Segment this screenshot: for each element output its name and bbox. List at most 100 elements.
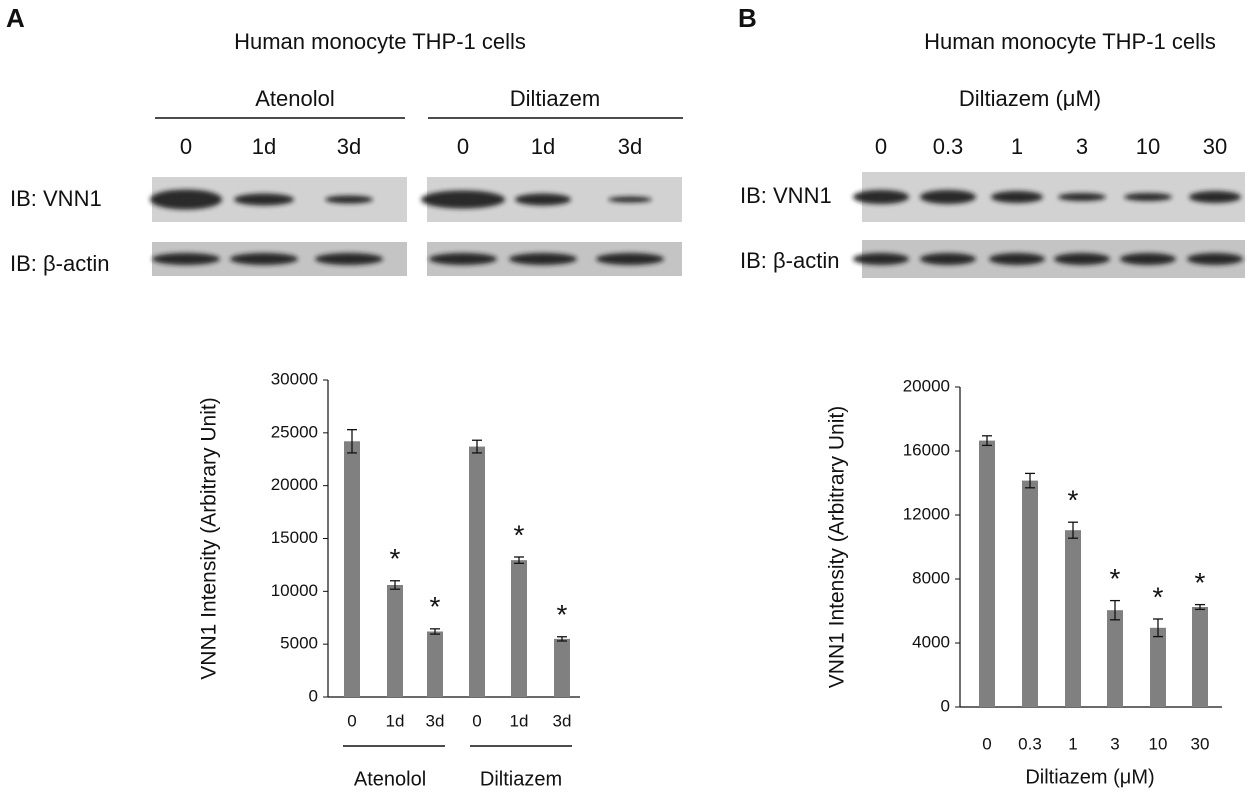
bar — [554, 638, 570, 697]
band — [1124, 193, 1172, 201]
band — [152, 253, 220, 265]
x-tick-label: 3d — [426, 711, 445, 730]
blot-bands — [853, 253, 1243, 265]
lane-label: 1d — [252, 134, 276, 159]
blot-bands — [152, 253, 664, 265]
panel-title: Human monocyte THP-1 cells — [234, 29, 526, 54]
lane-label: 0 — [875, 134, 887, 159]
x-tick-label: 0 — [982, 734, 991, 753]
significance: * — [1153, 581, 1164, 612]
lane-label: 0 — [180, 134, 192, 159]
treatment-label: Diltiazem (μM) — [959, 86, 1101, 111]
lane-label: 0 — [457, 134, 469, 159]
error-bar — [1068, 521, 1078, 539]
bar — [979, 440, 995, 707]
lane-label: 10 — [1136, 134, 1160, 159]
lane-label: 3 — [1076, 134, 1088, 159]
x-tick-label: 1 — [1068, 734, 1077, 753]
error-bar — [1110, 599, 1120, 621]
band — [853, 253, 909, 265]
lane-label: 3d — [618, 134, 642, 159]
x-tick-label: 1d — [386, 711, 405, 730]
lane-label: 30 — [1203, 134, 1227, 159]
y-tick-label: 4000 — [912, 632, 950, 651]
lane-label: 1d — [531, 134, 555, 159]
significance: * — [557, 599, 568, 630]
band — [325, 195, 373, 204]
band — [515, 193, 571, 206]
error-bar — [514, 556, 524, 564]
bar — [387, 584, 403, 697]
y-tick-label: 30000 — [271, 369, 318, 388]
error-bar — [1153, 618, 1163, 638]
y-tick-label: 0 — [309, 686, 318, 705]
error-bar — [557, 636, 567, 642]
significance: * — [1195, 567, 1206, 598]
x-tick-label: 30 — [1191, 734, 1210, 753]
error-bar — [1025, 472, 1035, 489]
significance: * — [390, 543, 401, 574]
band — [920, 253, 976, 265]
error-bar — [1195, 603, 1205, 611]
band — [315, 253, 383, 265]
error-bar — [982, 435, 992, 447]
band — [920, 190, 976, 204]
bar — [1107, 610, 1123, 707]
y-tick-label: 25000 — [271, 422, 318, 441]
x-tick-label: 1d — [510, 711, 529, 730]
lane-label: 3d — [337, 134, 361, 159]
band — [991, 191, 1043, 203]
y-tick-label: 0 — [941, 696, 950, 715]
blot-label: IB: β-actin — [740, 248, 839, 273]
y-axis-label: VNN1 Intensity (Arbitrary Unit) — [198, 397, 221, 679]
x-tick-label: 3d — [553, 711, 572, 730]
band — [1054, 253, 1110, 265]
band — [1058, 193, 1106, 201]
blot-label: IB: VNN1 — [10, 186, 102, 211]
y-tick-label: 8000 — [912, 568, 950, 587]
error-bar — [347, 429, 357, 454]
significance: * — [514, 519, 525, 550]
band — [608, 196, 652, 203]
group-label: Atenolol — [255, 86, 335, 111]
bar — [511, 560, 527, 697]
bar — [427, 631, 443, 697]
lane-label: 1 — [1011, 134, 1023, 159]
y-tick-label: 16000 — [903, 440, 950, 459]
band — [989, 253, 1045, 265]
bar — [1065, 530, 1081, 707]
band — [230, 253, 298, 265]
band — [853, 190, 909, 204]
y-tick-label: 15000 — [271, 528, 318, 547]
bar — [1022, 480, 1038, 707]
bar — [1150, 627, 1166, 707]
y-tick-label: 20000 — [271, 475, 318, 494]
x-tick-label: 0 — [472, 711, 481, 730]
blot-label: IB: VNN1 — [740, 183, 832, 208]
error-bar — [390, 580, 400, 590]
bar — [344, 441, 360, 697]
panel-label: A — [6, 3, 25, 33]
bar — [469, 446, 485, 697]
significance: * — [1110, 563, 1121, 594]
x-tick-label: 0.3 — [1018, 734, 1042, 753]
group-label: Atenolol — [354, 768, 426, 790]
error-bar — [472, 439, 482, 454]
blot-bands — [853, 190, 1241, 204]
blot-bands — [150, 189, 652, 210]
bar — [1192, 607, 1208, 707]
band — [509, 253, 577, 265]
group-label: Diltiazem — [480, 768, 562, 790]
band — [596, 253, 664, 265]
band — [234, 193, 294, 206]
significance: * — [1068, 485, 1079, 516]
band — [429, 253, 497, 265]
error-bar — [430, 628, 440, 635]
y-tick-label: 20000 — [903, 376, 950, 395]
band — [1120, 253, 1176, 265]
x-tick-label: 0 — [347, 711, 356, 730]
y-tick-label: 12000 — [903, 504, 950, 523]
y-axis-label: VNN1 Intensity (Arbitrary Unit) — [826, 406, 849, 688]
blot-background — [862, 172, 1245, 222]
band — [150, 189, 222, 210]
